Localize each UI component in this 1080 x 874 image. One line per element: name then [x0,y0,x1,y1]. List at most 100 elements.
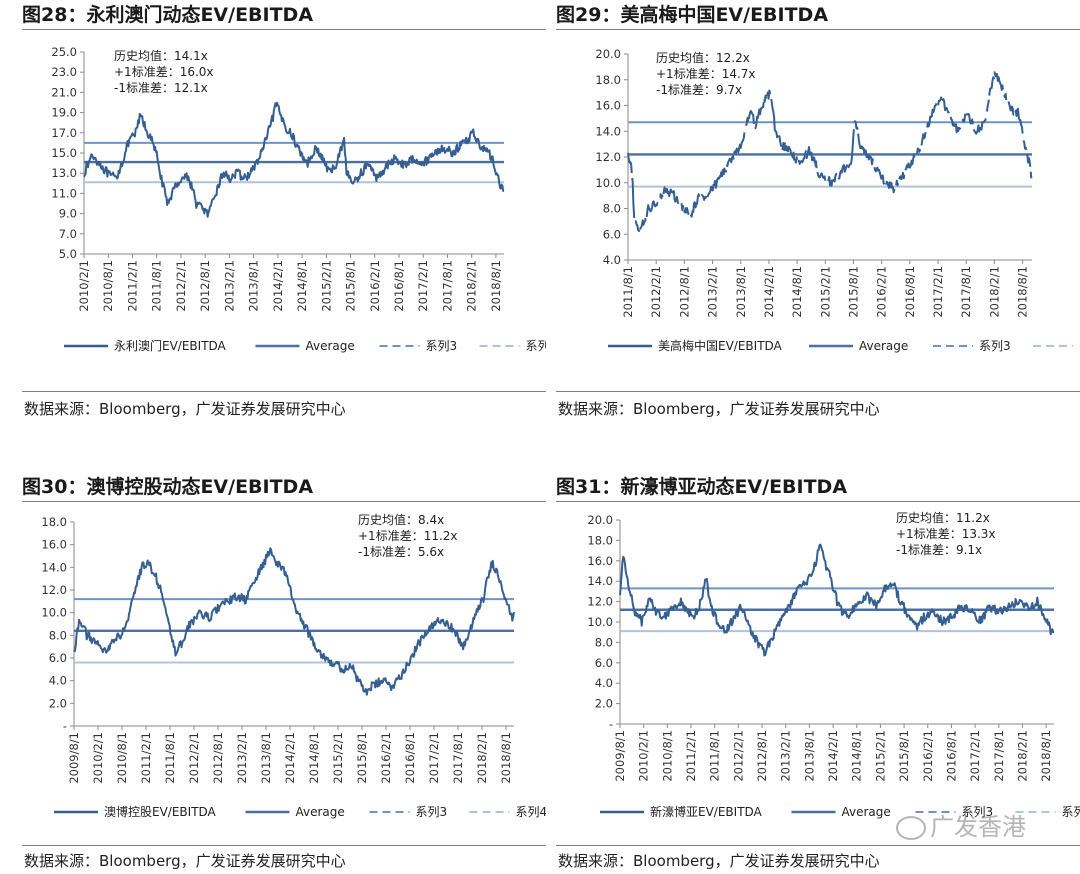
x-tick-label: 2012/2/1 [649,266,663,318]
stat-label: +1标准差：13.3x [896,527,996,541]
x-tick-label: 2015/2/1 [818,266,832,318]
y-tick-label: 6.0 [49,651,67,665]
x-tick-label: 2011/2/1 [684,730,698,782]
chart-svg: - 2.0 4.0 6.0 8.0 10.0 12.0 14.0 16.0 18.0 2009/8/… [41,512,546,819]
y-tick-label: - [609,717,613,731]
y-tick-label: - [63,719,67,733]
x-tick-label: 2014/2/1 [762,266,776,318]
legend-label: Average [306,339,355,353]
legend-label: Average [296,805,345,819]
stat-label: +1标准差：16.0x [114,65,214,79]
wechat-icon [896,816,926,840]
x-tick-label: 2016/8/1 [403,732,417,784]
source-divider [22,845,546,846]
legend-label: 澳博控股EV/EBITDA [104,804,217,819]
stat-label: -1标准差：5.6x [358,545,444,559]
x-tick-label: 2015/2/1 [319,260,333,312]
x-tick-label: 2012/8/1 [755,730,769,782]
x-tick-label: 2010/8/1 [101,260,115,312]
y-tick-label: 14.0 [587,574,613,588]
x-tick-label: 2013/8/1 [734,266,748,318]
y-tick-label: 12.0 [587,595,613,609]
y-tick-label: 10.0 [587,615,613,629]
x-tick-label: 2011/8/1 [621,266,635,318]
x-tick-label: 2013/2/1 [706,266,720,318]
y-tick-label: 8.0 [595,635,613,649]
x-tick-label: 2013/8/1 [259,732,273,784]
legend-label: 系列3 [962,805,994,819]
x-tick-label: 2015/8/1 [897,730,911,782]
y-tick-label: 12.0 [41,583,67,597]
x-tick-label: 2013/2/1 [235,732,249,784]
x-tick-label: 2012/2/1 [174,260,188,312]
stat-label: 历史均值：12.2x [656,50,750,65]
x-tick-label: 2015/8/1 [355,732,369,784]
y-tick-label: 23.0 [51,65,77,79]
chart-panel-mgm: 图29：美高梅中国EV/EBITDA 4.0 6.0 8.0 10.0 12.0 14.0… [556,0,1080,425]
x-tick-label: 2017/8/1 [992,730,1006,782]
x-tick-label: 2010/2/1 [91,732,105,784]
y-tick-label: 2.0 [595,697,613,711]
y-tick-label: 7.0 [59,227,77,241]
y-tick-label: 2.0 [49,696,67,710]
legend-label: 系列4 [1062,805,1080,819]
x-tick-label: 2012/2/1 [731,730,745,782]
y-tick-label: 6.0 [595,656,613,670]
x-tick-label: 2011/8/1 [708,730,722,782]
legend-label: Average [859,339,908,353]
y-tick-label: 17.0 [51,126,77,140]
chart-panel-melco: 图31：新濠博亚动态EV/EBITDA - 2.0 4.0 6.0 8.0 10.0 12.… [556,472,1080,872]
y-tick-label: 8.0 [49,628,67,642]
x-tick-label: 2012/8/1 [198,260,212,312]
y-tick-label: 21.0 [51,85,77,99]
source-divider [556,845,1080,846]
x-tick-label: 2010/2/1 [637,730,651,782]
stat-label: -1标准差：12.1x [114,81,208,95]
x-tick-label: 2017/8/1 [451,732,465,784]
legend-label: 永利澳门EV/EBITDA [114,338,227,353]
x-tick-label: 2016/2/1 [379,732,393,784]
chart-title: 图31：新濠博亚动态EV/EBITDA [556,476,848,498]
stat-label: 历史均值：14.1x [114,48,208,63]
stat-label: +1标准差：11.2x [358,529,458,543]
x-tick-label: 2016/8/1 [392,260,406,312]
y-tick-label: 13.0 [51,166,77,180]
stat-label: -1标准差：9.7x [656,83,742,97]
x-tick-label: 2009/8/1 [67,732,81,784]
x-tick-label: 2012/8/1 [677,266,691,318]
x-tick-label: 2014/2/1 [283,732,297,784]
source-text: 数据来源：Bloomberg，广发证券发展研究中心 [24,852,346,870]
legend-label: 新濠博亚EV/EBITDA [650,804,763,819]
y-tick-label: 15.0 [51,146,77,160]
x-tick-label: 2016/2/1 [368,260,382,312]
chart-svg: 5.0 7.0 9.0 11.0 13.0 15.0 17.0 19.0 21.0 23.0 25.… [51,45,546,353]
x-tick-label: 2018/8/1 [499,732,513,784]
source-divider [556,391,1080,392]
title-divider [556,501,1080,502]
x-tick-label: 2016/8/1 [944,730,958,782]
ev-ebitda-series-line [627,71,1033,234]
y-tick-label: 10.0 [595,176,621,190]
chart-svg: 4.0 6.0 8.0 10.0 12.0 14.0 16.0 18.0 20.0 2011/8/… [595,47,1080,353]
x-tick-label: 2014/8/1 [307,732,321,784]
y-tick-label: 12.0 [595,150,621,164]
y-tick-label: 10.0 [41,606,67,620]
chart-svg: - 2.0 4.0 6.0 8.0 10.0 12.0 14.0 16.0 18.0 20.0 200… [587,510,1080,819]
x-tick-label: 2017/2/1 [416,260,430,312]
x-tick-label: 2011/8/1 [163,732,177,784]
x-tick-label: 2017/8/1 [959,266,973,318]
stat-label: 历史均值：8.4x [358,512,444,527]
y-tick-label: 9.0 [59,207,77,221]
title-divider [556,29,1080,30]
ev-ebitda-series-line [73,547,515,696]
y-tick-label: 14.0 [41,560,67,574]
y-tick-label: 18.0 [587,533,613,547]
x-tick-label: 2015/2/1 [873,730,887,782]
watermark-text: 广发香港 [930,813,1026,841]
legend-label: 系列3 [426,339,458,353]
ev-ebitda-series-line [619,543,1055,657]
legend-label: 美高梅中国EV/EBITDA [658,338,783,353]
x-tick-label: 2018/8/1 [489,260,503,312]
chart-title: 图29：美高梅中国EV/EBITDA [556,4,829,26]
x-tick-label: 2018/2/1 [465,260,479,312]
